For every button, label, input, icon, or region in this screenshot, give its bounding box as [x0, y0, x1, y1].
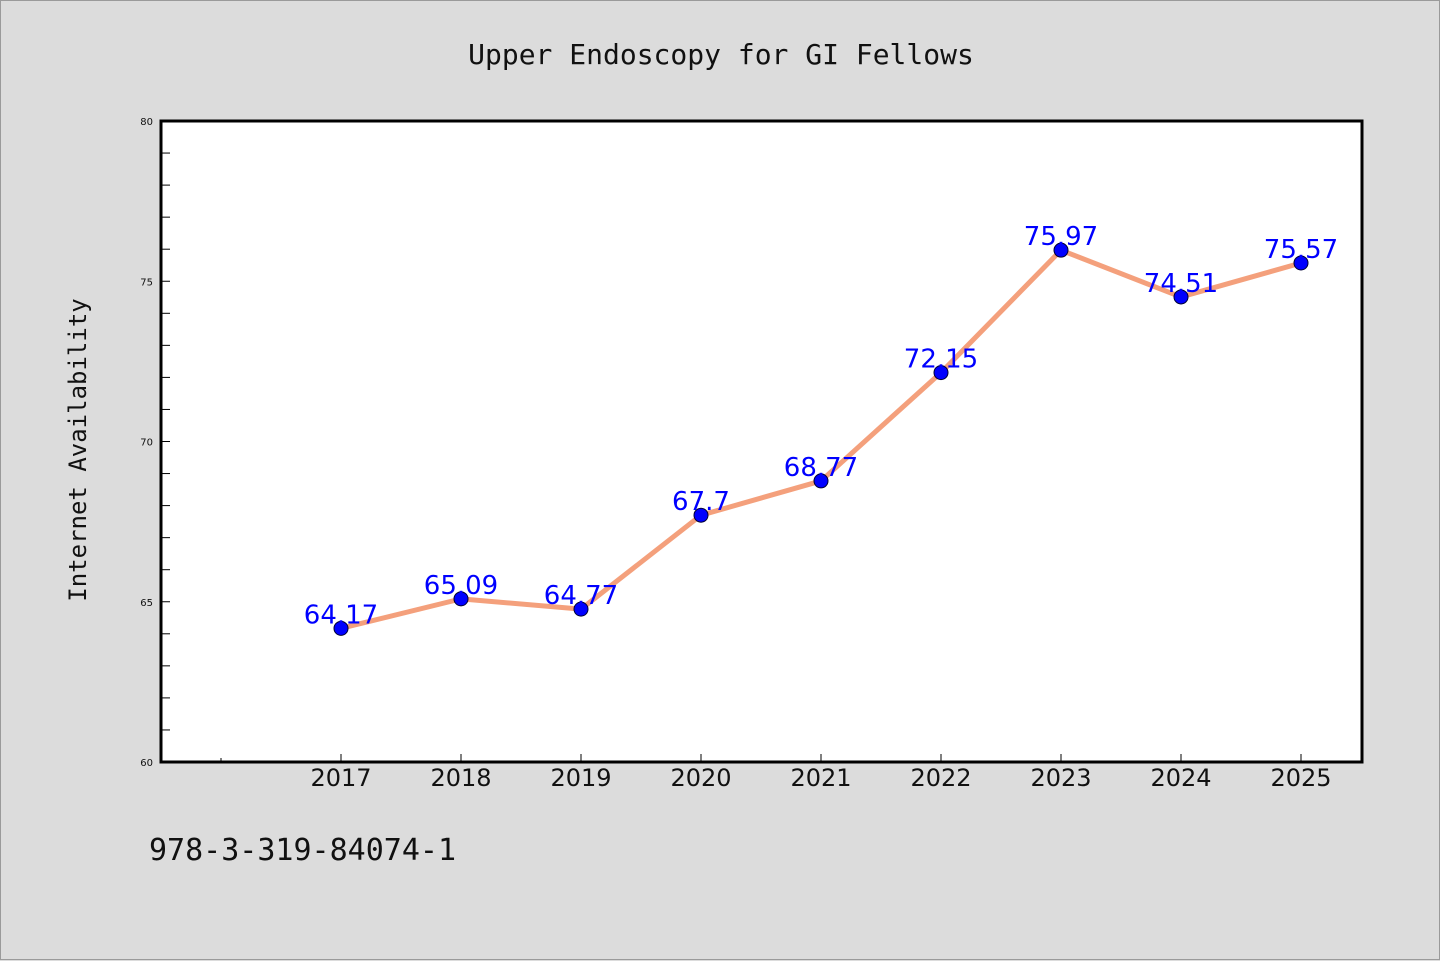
data-label: 67.7 [672, 487, 730, 517]
x-tick-label: 2023 [1030, 764, 1091, 792]
plot-area [159, 119, 1364, 764]
data-point [813, 473, 829, 489]
data-point [933, 365, 949, 381]
x-tick-label: 2025 [1270, 764, 1331, 792]
series: 64.17 65.09 64.77 67.7 68.77 72.15 75.97 74.51 7… [304, 222, 1338, 636]
isbn-footnote: 978-3-319-84074-1 [149, 833, 457, 868]
y-tick-label: 60 [140, 758, 153, 769]
data-label: 65.09 [424, 571, 498, 601]
y-axis: 60 65 70 75 80 [140, 117, 170, 769]
y-tick-label: 75 [140, 277, 153, 288]
x-tick-label: 2017 [310, 764, 371, 792]
data-label: 64.17 [304, 600, 378, 630]
data-point [1173, 289, 1189, 305]
data-point [1053, 242, 1069, 258]
data-label: 72.15 [904, 345, 978, 375]
x-tick-label: 2019 [550, 764, 611, 792]
chart-title: Upper Endoscopy for GI Fellows [468, 38, 974, 71]
x-tick-label: 2021 [790, 764, 851, 792]
data-label: 68.77 [784, 453, 858, 483]
data-point [333, 620, 349, 636]
data-point [1293, 255, 1309, 271]
y-axis-label: Internet Availability [64, 298, 92, 601]
data-label: 74.51 [1144, 269, 1218, 299]
x-tick-label: 2018 [430, 764, 491, 792]
data-point [453, 591, 469, 607]
x-tick-label: 2024 [1150, 764, 1211, 792]
y-tick-label: 65 [140, 598, 153, 609]
x-axis: 2017 2018 2019 2020 2021 2022 2023 2024 2025 [220, 754, 1332, 792]
x-tick-label: 2022 [910, 764, 971, 792]
x-tick-label: 2020 [670, 764, 731, 792]
data-label: 64.77 [544, 581, 618, 611]
y-tick-label: 70 [140, 438, 153, 449]
data-label: 75.57 [1264, 235, 1338, 265]
data-point [693, 507, 709, 523]
data-label: 75.97 [1024, 222, 1098, 252]
data-point [573, 601, 589, 617]
y-tick-label: 80 [140, 117, 153, 128]
